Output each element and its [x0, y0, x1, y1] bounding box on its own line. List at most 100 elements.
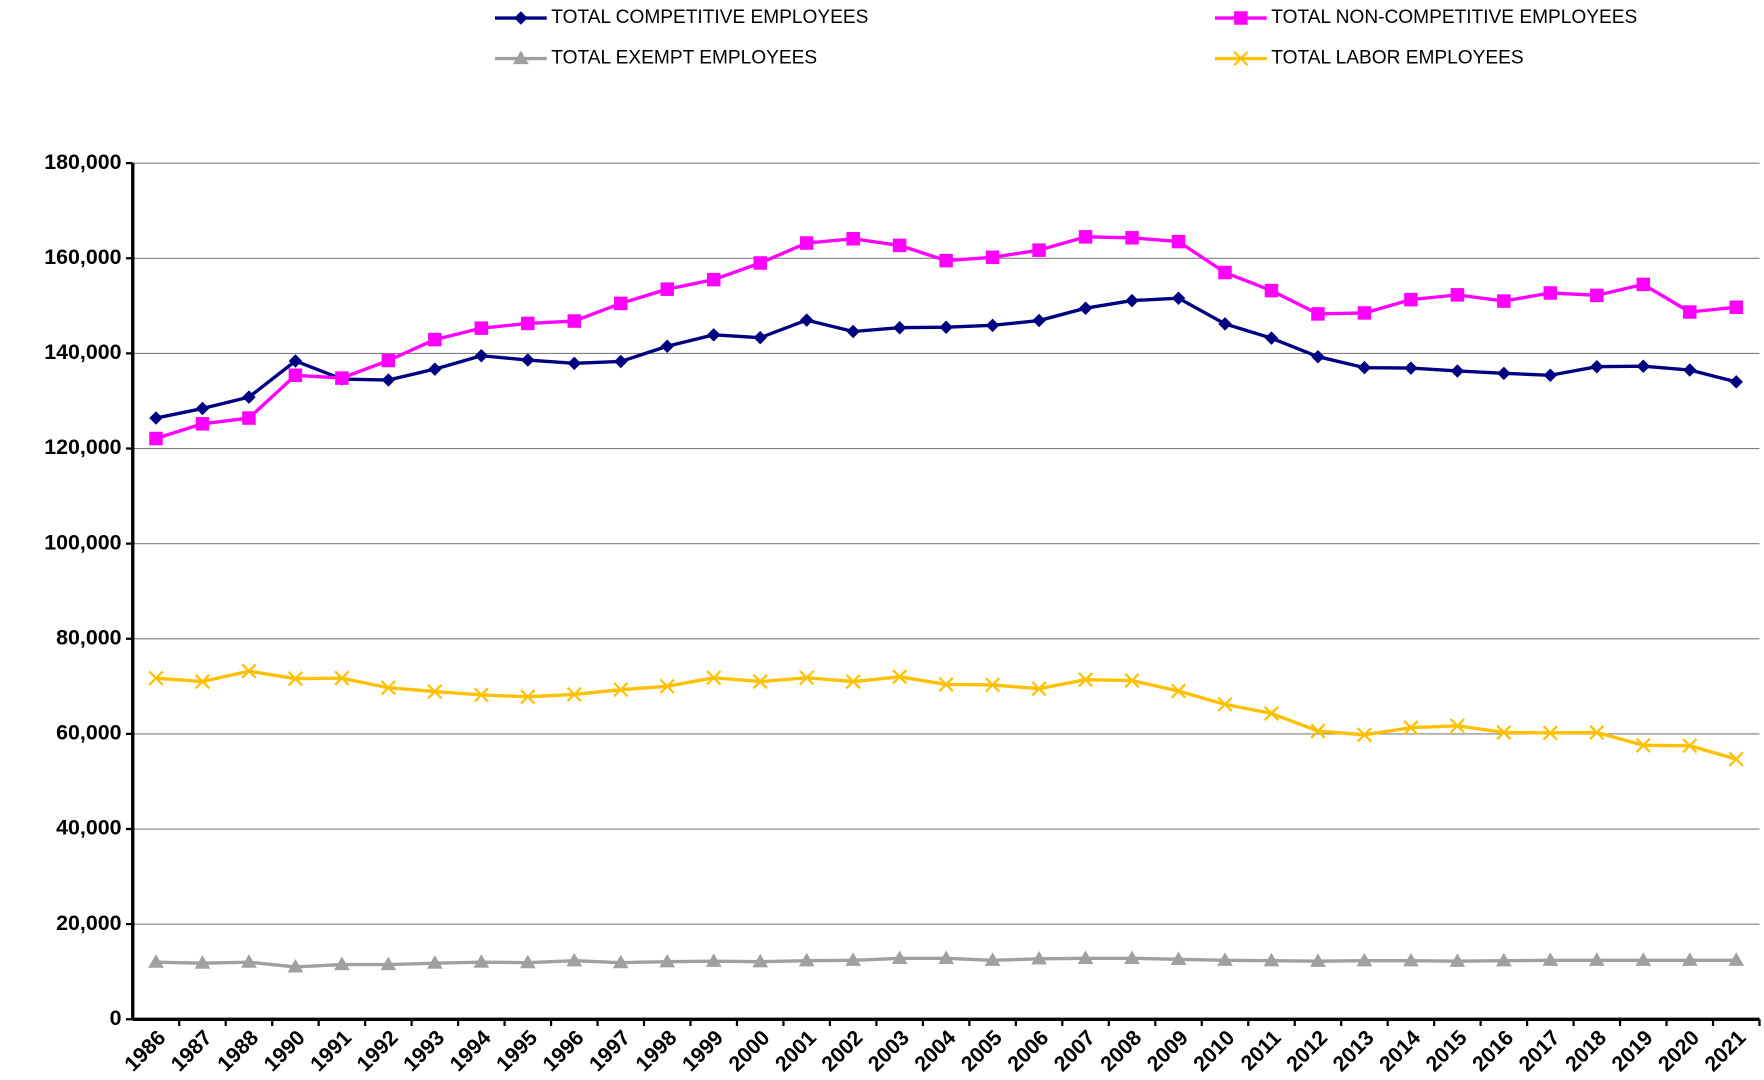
x-tick-label: 2016: [1468, 1025, 1519, 1076]
x-tick-label: 2010: [1189, 1026, 1240, 1077]
marker: [1171, 291, 1186, 305]
marker: [1032, 243, 1046, 257]
legend-label: TOTAL NON-COMPETITIVE EMPLOYEES: [1271, 7, 1637, 28]
marker: [1449, 953, 1466, 967]
marker: [846, 324, 860, 339]
marker: [148, 670, 164, 686]
y-tick-label: 120,000: [44, 435, 121, 459]
marker: [939, 253, 953, 268]
marker: [520, 689, 536, 705]
marker: [892, 238, 907, 253]
x-tick-label: 2009: [1142, 1025, 1193, 1076]
marker: [1311, 349, 1325, 364]
marker: [1078, 301, 1093, 315]
marker: [985, 250, 1000, 265]
marker: [242, 411, 256, 425]
marker: [428, 332, 442, 347]
x-tick-label: 1994: [445, 1025, 496, 1076]
marker: [1495, 952, 1512, 967]
y-tick-label: 160,000: [44, 245, 121, 269]
marker: [984, 952, 1001, 966]
x-tick-label: 2001: [770, 1025, 821, 1076]
marker: [1077, 950, 1094, 964]
x-tick-label: 2015: [1421, 1025, 1472, 1076]
x-tick-label: 2013: [1328, 1025, 1379, 1076]
marker: [1497, 294, 1511, 308]
x-tick-label: 1998: [631, 1025, 682, 1076]
marker: [381, 353, 396, 368]
y-tick-label: 60,000: [56, 721, 121, 745]
marker: [148, 954, 164, 968]
marker: [799, 313, 814, 327]
marker: [287, 959, 304, 973]
marker: [1542, 725, 1558, 741]
marker: [567, 314, 582, 328]
marker: [1635, 737, 1651, 753]
marker: [149, 431, 163, 446]
x-tick-label: 1988: [213, 1025, 264, 1076]
marker: [1403, 720, 1419, 736]
marker: [1682, 738, 1698, 754]
y-tick-label: 20,000: [56, 911, 121, 935]
marker: [1590, 288, 1604, 303]
marker: [288, 354, 303, 368]
marker: [473, 687, 489, 703]
marker: [380, 680, 396, 696]
marker: [892, 320, 907, 335]
marker: [380, 956, 397, 971]
marker: [1310, 953, 1326, 967]
x-tick-label: 2007: [1049, 1026, 1100, 1077]
marker: [752, 674, 768, 690]
marker: [985, 677, 1001, 693]
marker: [1264, 283, 1279, 298]
y-tick-label: 140,000: [44, 340, 121, 364]
marker: [1311, 307, 1325, 321]
marker: [242, 390, 256, 404]
marker: [428, 362, 442, 376]
marker: [1450, 364, 1465, 378]
marker: [1170, 683, 1187, 699]
x-tick-label: 1991: [306, 1025, 357, 1076]
legend-label: TOTAL COMPETITIVE EMPLOYEES: [551, 7, 868, 28]
marker: [1590, 359, 1604, 374]
marker: [706, 670, 722, 686]
marker: [1636, 359, 1651, 373]
x-tick-label: 2018: [1561, 1025, 1612, 1076]
marker: [706, 328, 721, 342]
y-tick-label: 100,000: [44, 530, 121, 554]
marker: [195, 401, 210, 416]
x-tick-label: 1997: [584, 1026, 635, 1077]
legend-label: TOTAL LABOR EMPLOYEES: [1271, 48, 1523, 69]
marker: [846, 231, 860, 246]
marker: [194, 955, 211, 969]
marker: [1124, 950, 1140, 964]
x-tick-label: 1993: [399, 1025, 450, 1076]
marker: [614, 296, 628, 311]
marker: [521, 316, 535, 331]
x-tick-label: 2006: [1003, 1025, 1054, 1076]
marker: [1218, 317, 1232, 331]
x-tick-label: 1990: [259, 1026, 310, 1077]
marker: [799, 236, 814, 250]
marker: [566, 686, 582, 702]
marker: [1264, 331, 1279, 345]
marker: [1543, 286, 1558, 300]
marker: [1683, 305, 1697, 319]
x-tick-label: 2012: [1282, 1025, 1333, 1076]
marker: [660, 282, 675, 296]
marker: [1683, 363, 1697, 377]
marker: [614, 354, 628, 369]
x-tick-label: 2019: [1607, 1025, 1658, 1076]
x-tick-label: 1986: [120, 1025, 171, 1076]
marker: [752, 953, 769, 968]
y-tick-label: 40,000: [56, 816, 121, 840]
y-tick-label: 0: [110, 1006, 122, 1030]
marker: [660, 339, 675, 353]
marker: [241, 663, 257, 679]
x-tick-label: 2004: [910, 1025, 961, 1076]
x-tick-label: 2021: [1700, 1025, 1751, 1076]
marker: [287, 671, 303, 687]
marker: [567, 356, 582, 371]
marker: [705, 953, 722, 967]
x-tick-label: 2020: [1653, 1026, 1704, 1077]
